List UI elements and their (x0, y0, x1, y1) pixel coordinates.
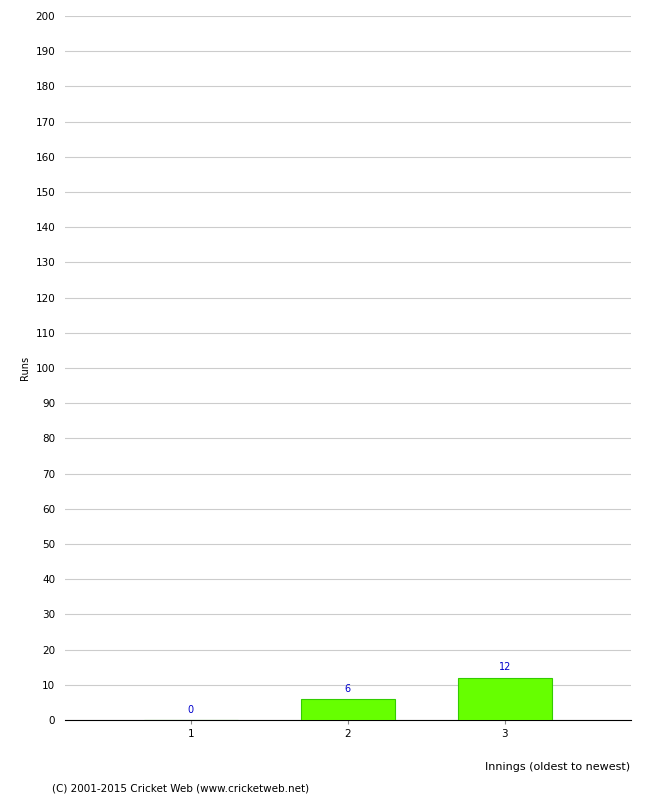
Bar (458, 678, 552, 720)
Text: Innings (oldest to newest): Innings (oldest to newest) (486, 762, 630, 772)
Text: (C) 2001-2015 Cricket Web (www.cricketweb.net): (C) 2001-2015 Cricket Web (www.cricketwe… (52, 784, 309, 794)
Text: 6: 6 (344, 683, 351, 694)
Y-axis label: Runs: Runs (20, 356, 30, 380)
Text: 0: 0 (188, 705, 194, 714)
Text: 12: 12 (499, 662, 511, 673)
Bar (300, 699, 395, 720)
